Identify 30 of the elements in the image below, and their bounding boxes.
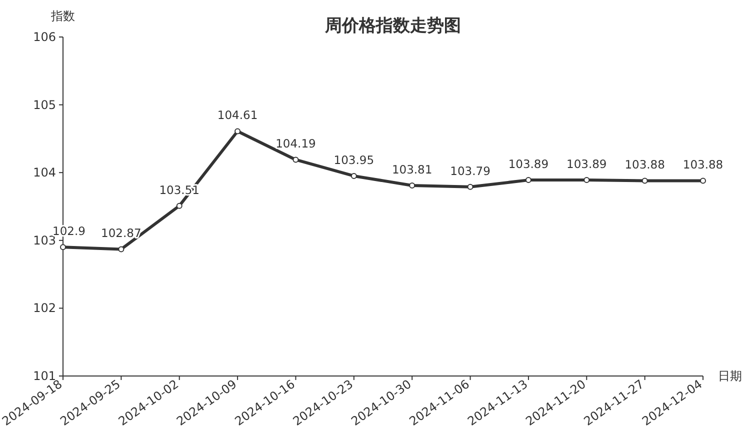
point (118, 246, 124, 252)
x-axis-title: 日期 (718, 369, 742, 383)
data-label: 104.19 (276, 136, 316, 151)
point (700, 178, 706, 184)
y-tick-label: 104 (33, 166, 56, 180)
point (176, 202, 182, 209)
y-tick-label: 103 (33, 233, 56, 248)
data-label: 103.95 (334, 152, 374, 167)
point (525, 177, 532, 184)
data-label: 103.81 (392, 162, 432, 176)
data-label: 103.88 (624, 158, 665, 172)
point (409, 182, 416, 188)
data-label: 103.89 (508, 157, 549, 172)
y-tick-label: 106 (33, 30, 56, 44)
data-label: 103.79 (450, 164, 490, 178)
point (292, 156, 299, 163)
y-tick-label: 105 (33, 98, 56, 112)
point (584, 177, 590, 184)
point (350, 172, 357, 179)
y-tick-label: 102 (33, 301, 56, 316)
point (60, 244, 66, 250)
data-label: 103.89 (566, 157, 607, 172)
chart-title: 周价格指数走势图 (324, 16, 461, 36)
data-label: 104.61 (217, 108, 258, 122)
data-label: 102.87 (101, 226, 142, 240)
point (642, 178, 648, 184)
y-axis-title: 指数 (50, 9, 75, 23)
point (467, 184, 474, 190)
point (234, 128, 241, 134)
data-label: 103.88 (682, 158, 724, 172)
